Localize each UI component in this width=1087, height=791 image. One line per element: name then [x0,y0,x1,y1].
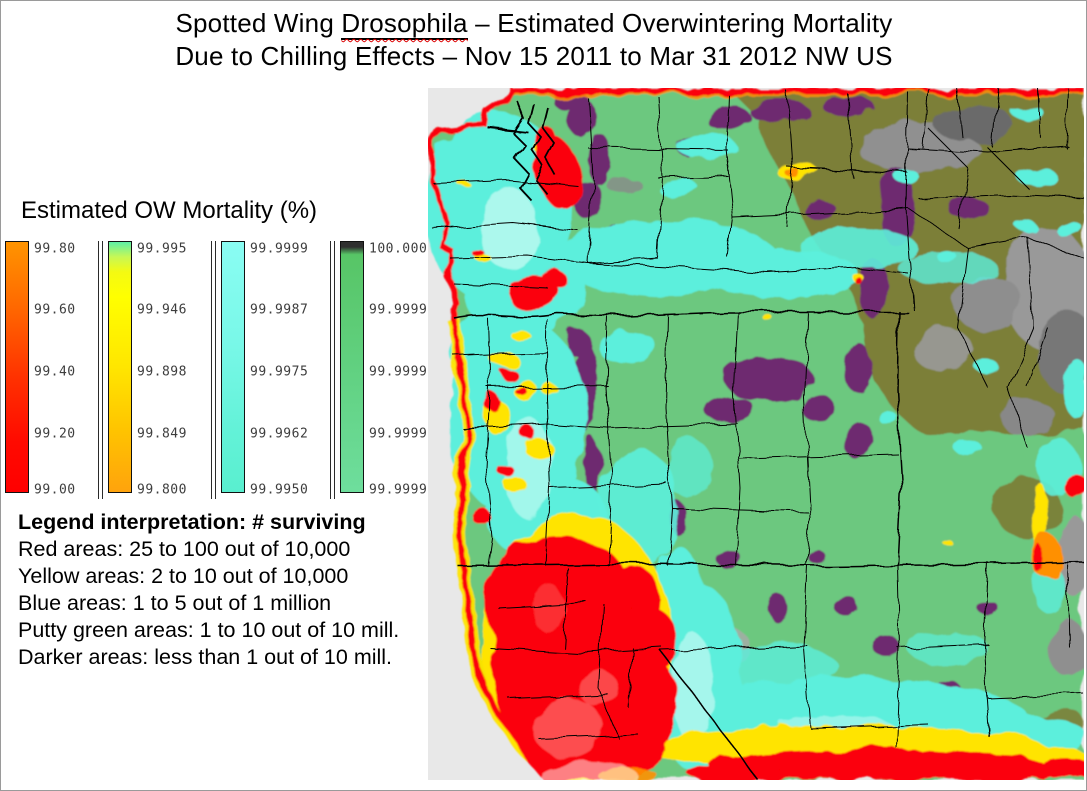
map-raster-layer [428,88,1084,780]
page-title: Spotted Wing Drosophila – Estimated Over… [9,7,1059,73]
colorbar-cyan-labels: 99.9999 99.9987 99.9975 99.9962 99.9950 [250,241,328,498]
colorbar-green: 100.00000 99.999975 99.999950 99.999925 … [340,241,465,498]
tick-label: 99.20 [34,426,76,442]
title-prefix: Spotted Wing [175,8,342,38]
interpretation-heading: Legend interpretation: # surviving [18,510,366,534]
tick-label: 99.9999 [250,241,309,257]
tick-label: 99.00 [34,482,76,498]
tick-label: 99.995 [137,241,187,257]
tick-label: 99.999900 [369,482,444,498]
colorbar-cyan: 99.9999 99.9987 99.9975 99.9962 99.9950 [221,241,328,498]
species-underlined: Drosophila [341,8,468,40]
title-line-2: Due to Chilling Effects – Nov 15 2011 to… [175,41,893,71]
tick-label: 99.80 [34,241,76,257]
interpretation-line-putty: Putty green areas: 1 to 10 out of 10 mil… [18,618,400,642]
tick-label: 99.60 [34,302,76,318]
tick-label: 99.898 [137,364,187,380]
interpretation-line-yellow: Yellow areas: 2 to 10 out of 10,000 [18,564,349,588]
tick-label: 99.9950 [250,482,309,498]
tick-label: 99.9962 [250,426,309,442]
legend-heading: Estimated OW Mortality (%) [21,197,318,224]
tick-label: 99.999975 [369,302,444,318]
title-suffix: – Estimated Overwintering Mortality [467,8,893,38]
colorbar-yellow-orange: 99.995 99.946 99.898 99.849 99.800 [108,241,209,498]
colorbar-green-swatch [340,241,364,493]
mortality-map-svg [428,88,1084,780]
tick-label: 99.999925 [369,426,444,442]
colorbar-red-orange: 99.80 99.60 99.40 99.20 99.00 [5,241,96,498]
colorbar-cyan-swatch [221,241,245,493]
map-puget-sound-shorelines [487,99,557,201]
tick-label: 100.00000 [369,241,444,257]
colorbar-yellow-orange-swatch [108,241,132,493]
tick-label: 99.40 [34,364,76,380]
colorbar-red-orange-swatch [5,241,29,493]
tick-label: 99.999950 [369,364,444,380]
map-state-lines [453,309,1084,780]
tick-label: 99.9975 [250,364,309,380]
map-county-lines [431,88,1084,749]
tick-label: 99.849 [137,426,187,442]
legend-interpretation: Legend interpretation: # surviving Red a… [18,509,399,671]
tick-label: 99.800 [137,482,187,498]
mortality-map [428,88,1084,780]
colorbar-separator [330,241,335,499]
tick-label: 99.946 [137,302,187,318]
colorbar-green-labels: 100.00000 99.999975 99.999950 99.999925 … [369,241,465,498]
species-word: Drosophila [341,8,468,38]
colorbar-separator [211,241,216,499]
tick-label: 99.9987 [250,302,309,318]
interpretation-line-blue: Blue areas: 1 to 5 out of 1 million [18,591,332,615]
colorbar-separator [98,241,103,499]
interpretation-line-darker: Darker areas: less than 1 out of 10 mill… [18,645,393,669]
colorbar-yellow-orange-labels: 99.995 99.946 99.898 99.849 99.800 [137,241,209,498]
interpretation-line-red: Red areas: 25 to 100 out of 10,000 [18,537,351,561]
colorbar-red-orange-labels: 99.80 99.60 99.40 99.20 99.00 [34,241,96,498]
title-line-1: Spotted Wing Drosophila – Estimated Over… [9,7,1059,40]
legend-colorbars: 99.80 99.60 99.40 99.20 99.00 99.995 99.… [5,241,465,499]
